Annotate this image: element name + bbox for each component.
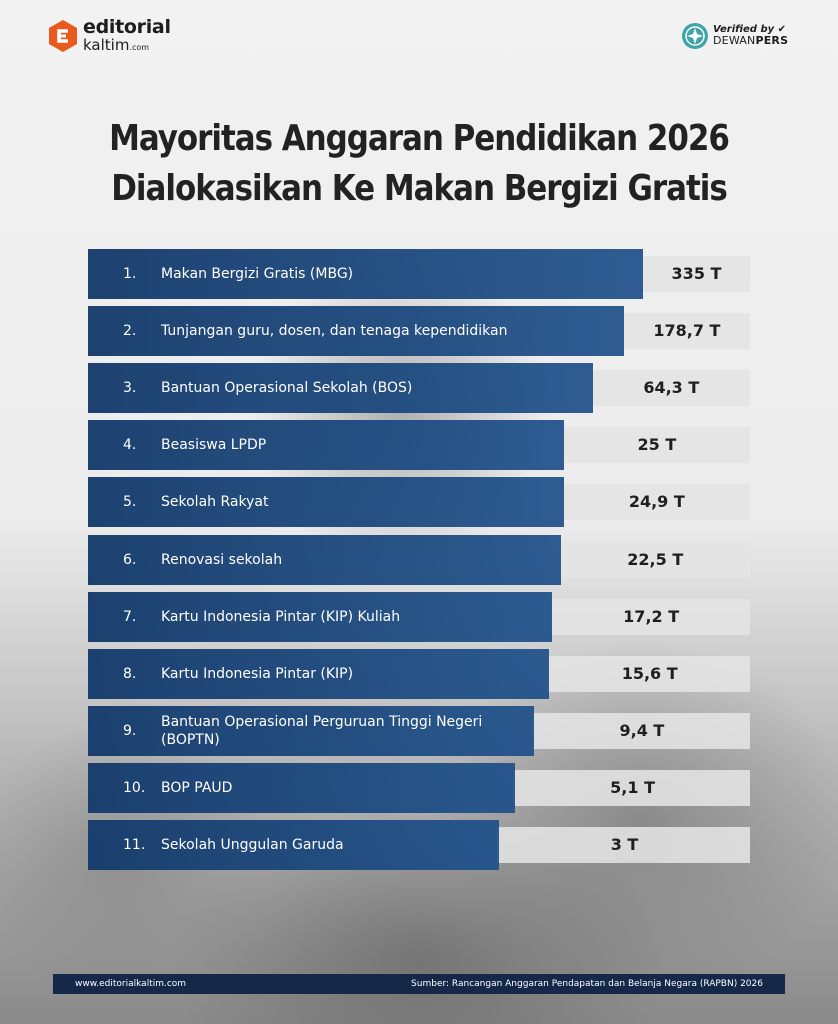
editorial-kaltim-logo: editorial kaltim.com bbox=[48, 18, 171, 53]
bar-rank: 5. bbox=[123, 494, 137, 511]
bar-value-label: 335 T bbox=[671, 264, 722, 283]
bar-label: Beasiswa LPDP bbox=[161, 437, 267, 454]
bar-label: BOP PAUD bbox=[161, 779, 233, 796]
bar-label: Sekolah Unggulan Garuda bbox=[161, 837, 344, 853]
bar-rank: 9. bbox=[123, 722, 137, 739]
bar-rank: 6. bbox=[123, 551, 137, 568]
dewan-pers-seal-icon bbox=[681, 22, 709, 50]
bar bbox=[88, 363, 593, 414]
bar-rank: 11. bbox=[123, 837, 146, 853]
check-icon: ✔ bbox=[777, 23, 786, 35]
bar-label: Kartu Indonesia Pintar (KIP) bbox=[161, 665, 354, 682]
value-box bbox=[641, 256, 750, 292]
bar-label: Bantuan Operasional Perguruan Tinggi Neg… bbox=[161, 713, 483, 748]
value-box bbox=[590, 370, 750, 407]
bar-value-label: 9,4 T bbox=[619, 720, 665, 740]
title-line2: Dialokasikan Ke Makan Bergizi Gratis bbox=[111, 168, 727, 209]
bar-value-label: 25 T bbox=[637, 435, 677, 455]
bar-rank: 10. bbox=[123, 779, 146, 796]
bar-rank: 7. bbox=[123, 608, 137, 625]
logo-mark-icon bbox=[48, 19, 78, 52]
bar-value-label: 178,7 T bbox=[653, 321, 721, 341]
bar-value-label: 5,1 T bbox=[610, 777, 655, 797]
bar-rank: 2. bbox=[123, 323, 137, 340]
bar bbox=[88, 534, 561, 585]
bar bbox=[88, 477, 564, 528]
bar-label: Bantuan Operasional Sekolah (BOS) bbox=[161, 380, 413, 397]
verifier-b: PERS bbox=[755, 34, 789, 48]
logo-line2: kaltim bbox=[83, 36, 130, 54]
bar-value-label: 15,6 T bbox=[621, 663, 678, 683]
footer-source: Sumber: Rancangan Anggaran Pendapatan da… bbox=[411, 979, 763, 989]
value-box bbox=[558, 541, 750, 578]
footer-website: www.editorialkaltim.com bbox=[75, 979, 187, 989]
bar-value-label: 64,3 T bbox=[643, 378, 700, 398]
bar bbox=[88, 420, 564, 471]
bar-rank: 4. bbox=[123, 437, 137, 454]
value-box bbox=[497, 827, 750, 863]
value-box bbox=[561, 484, 750, 521]
verified-by-text: Verified by bbox=[713, 23, 775, 35]
page-title: Mayoritas Anggaran Pendidikan 2026 Dialo… bbox=[59, 114, 780, 214]
bar bbox=[88, 591, 553, 642]
verifier-a: DEWAN bbox=[713, 34, 756, 48]
bar-rank: 3. bbox=[123, 380, 137, 397]
bar-rank: 1. bbox=[123, 266, 137, 282]
verified-dewan-pers-badge: Verified by ✔ DEWANPERS bbox=[681, 22, 788, 50]
bar bbox=[88, 820, 499, 870]
bar-label: Kartu Indonesia Pintar (KIP) Kuliah bbox=[161, 608, 401, 625]
value-box bbox=[513, 769, 750, 806]
bar-value-label: 3 T bbox=[610, 835, 639, 854]
bar-value-label: 24,9 T bbox=[628, 492, 685, 512]
bar-label: Makan Bergizi Gratis (MBG) bbox=[161, 266, 354, 282]
value-box bbox=[550, 598, 750, 635]
value-box bbox=[621, 313, 750, 350]
bar-rank: 8. bbox=[123, 665, 137, 682]
bar bbox=[88, 705, 534, 756]
bar-value-label: 22,5 T bbox=[627, 549, 684, 569]
bar bbox=[88, 762, 516, 813]
bar-label: Tunjangan guru, dosen, dan tenaga kepend… bbox=[161, 323, 508, 340]
bar-value-label: 17,2 T bbox=[623, 606, 680, 626]
bar-label: Sekolah Rakyat bbox=[161, 494, 269, 511]
title-line1: Mayoritas Anggaran Pendidikan 2026 bbox=[109, 118, 730, 159]
value-box bbox=[561, 427, 750, 464]
footer-bar: www.editorialkaltim.com Sumber: Rancanga… bbox=[53, 974, 785, 994]
bar bbox=[88, 306, 624, 357]
value-box bbox=[547, 655, 750, 692]
value-box bbox=[531, 712, 750, 749]
bar bbox=[88, 648, 550, 699]
bar-label: Renovasi sekolah bbox=[161, 551, 283, 568]
logo-line1: editorial bbox=[83, 16, 171, 38]
logo-suffix: .com bbox=[129, 43, 150, 52]
bar bbox=[88, 249, 643, 299]
